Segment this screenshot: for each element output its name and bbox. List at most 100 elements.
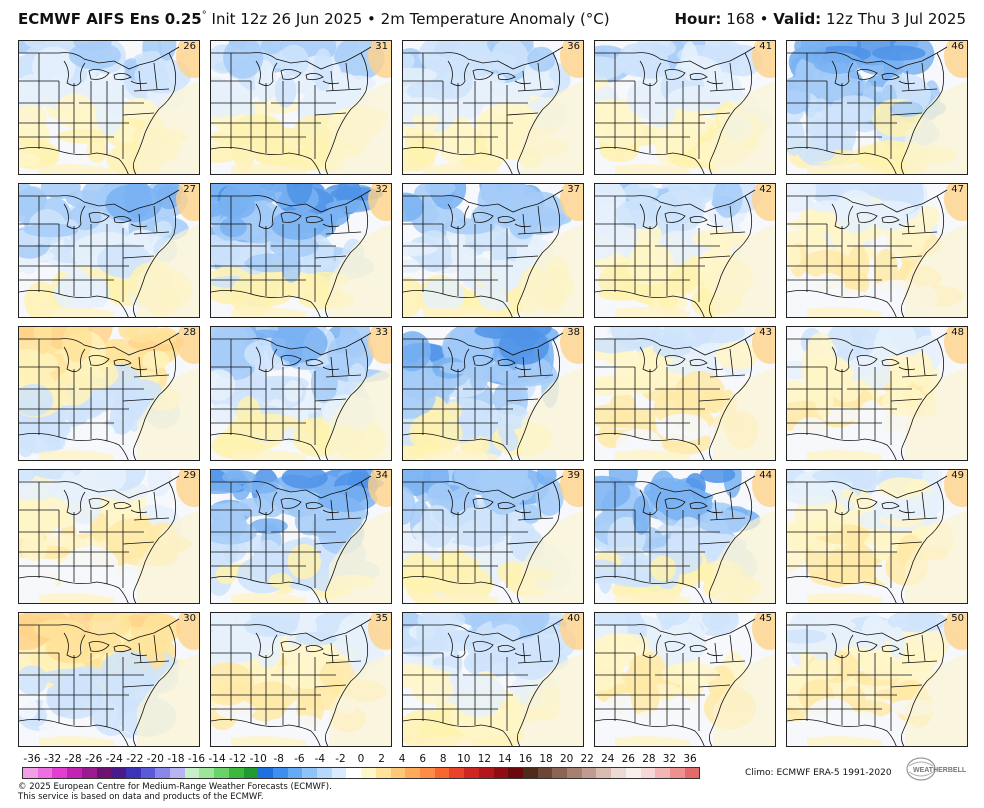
member-number: 27 bbox=[183, 184, 196, 195]
colorbar-tick-label: 16 bbox=[518, 753, 533, 765]
member-number: 29 bbox=[183, 470, 196, 481]
degree-sign: ° bbox=[201, 10, 207, 21]
colorbar-swatch bbox=[611, 768, 626, 778]
colorbar-swatch bbox=[287, 768, 303, 778]
colorbar-swatch bbox=[581, 768, 597, 778]
member-map bbox=[403, 184, 583, 317]
ensemble-member-panel: 41 bbox=[594, 40, 776, 175]
colorbar-labels: -36 -32 -28 -26 -24 -22 -20 -18 -16 -14 -12 -10 -8 -6… bbox=[18, 753, 708, 767]
ensemble-member-panel: 32 bbox=[210, 183, 392, 318]
member-number: 44 bbox=[759, 470, 772, 481]
colorbar-swatch bbox=[655, 768, 670, 778]
colorbar-tick-label: 4 bbox=[398, 753, 406, 765]
colorbar-swatch bbox=[375, 768, 391, 778]
colorbar-swatch bbox=[346, 768, 362, 778]
member-number: 41 bbox=[759, 41, 772, 52]
colorbar-tick-label: -16 bbox=[187, 753, 206, 765]
colorbar-tick-label: 18 bbox=[539, 753, 553, 765]
ensemble-member-panel: 48 bbox=[786, 326, 968, 461]
colorbar-swatch bbox=[478, 768, 494, 778]
colorbar-tick-label: 2 bbox=[378, 753, 385, 765]
footer-line-1: © 2025 European Centre for Medium-Range … bbox=[18, 782, 332, 792]
member-map bbox=[787, 184, 967, 317]
colorbar-swatch bbox=[361, 768, 376, 778]
map-title: ECMWF AIFS Ens 0.25° Init 12z 26 Jun 202… bbox=[18, 10, 610, 28]
ensemble-member-panel: 37 bbox=[402, 183, 584, 318]
colorbar-swatch bbox=[140, 768, 156, 778]
colorbar-swatch bbox=[390, 768, 406, 778]
valid-label: Valid: bbox=[773, 10, 822, 28]
ensemble-member-panel: 46 bbox=[786, 40, 968, 175]
colorbar-tick-label: 6 bbox=[419, 753, 427, 765]
member-map bbox=[19, 41, 199, 174]
member-map bbox=[403, 470, 583, 603]
member-number: 35 bbox=[375, 613, 388, 624]
member-number: 50 bbox=[951, 613, 964, 624]
colorbar-swatch bbox=[684, 768, 700, 778]
member-map bbox=[595, 470, 775, 603]
colorbar-swatch bbox=[464, 768, 479, 778]
member-number: 36 bbox=[567, 41, 580, 52]
colorbar-swatch bbox=[214, 768, 229, 778]
colorbar-swatch bbox=[317, 768, 332, 778]
member-number: 37 bbox=[567, 184, 580, 195]
member-number: 28 bbox=[183, 327, 196, 338]
member-map bbox=[211, 327, 391, 460]
colorbar-swatch bbox=[508, 768, 523, 778]
colorbar-tick-label: 0 bbox=[357, 753, 365, 765]
colorbar-swatch bbox=[243, 768, 259, 778]
colorbar-tick-label: -36 bbox=[23, 753, 41, 765]
member-number: 32 bbox=[375, 184, 388, 195]
colorbar-swatch bbox=[331, 768, 347, 778]
colorbar-swatch bbox=[155, 768, 171, 778]
ensemble-member-panel: 36 bbox=[402, 40, 584, 175]
member-map bbox=[787, 613, 967, 746]
ensemble-member-panel: 30 bbox=[18, 612, 200, 747]
member-map bbox=[19, 327, 199, 460]
colorbar bbox=[22, 767, 700, 779]
member-number: 31 bbox=[375, 41, 388, 52]
colorbar-swatch bbox=[625, 768, 641, 778]
colorbar-swatch bbox=[552, 768, 568, 778]
colorbar-tick-label: -14 bbox=[208, 753, 226, 765]
member-number: 46 bbox=[951, 41, 964, 52]
member-map bbox=[595, 184, 775, 317]
hour-label: Hour: bbox=[674, 10, 722, 28]
member-number: 26 bbox=[183, 41, 196, 52]
colorbar-tick-label: 22 bbox=[580, 753, 594, 765]
valid-value: 12z Thu 3 Jul 2025 bbox=[825, 10, 966, 28]
footer-line-2: This service is based on data and produc… bbox=[18, 792, 264, 802]
colorbar-tick-label: -8 bbox=[273, 753, 284, 765]
colorbar-tick-label: 36 bbox=[683, 753, 697, 765]
colorbar-tick-label: -22 bbox=[126, 753, 144, 765]
member-map bbox=[211, 470, 391, 603]
colorbar-swatch bbox=[67, 768, 82, 778]
ensemble-member-panel: 28 bbox=[18, 326, 200, 461]
ensemble-member-panel: 49 bbox=[786, 469, 968, 604]
colorbar-swatch bbox=[52, 768, 68, 778]
colorbar-swatch bbox=[434, 768, 450, 778]
colorbar-tick-label: -28 bbox=[64, 753, 82, 765]
colorbar-swatch bbox=[567, 768, 582, 778]
colorbar-tick-label: -20 bbox=[146, 753, 164, 765]
colorbar-swatch bbox=[184, 768, 200, 778]
colorbar-swatch bbox=[522, 768, 538, 778]
colorbar-tick-label: -18 bbox=[167, 753, 185, 765]
member-number: 49 bbox=[951, 470, 964, 481]
member-number: 48 bbox=[951, 327, 964, 338]
member-map bbox=[403, 613, 583, 746]
colorbar-tick-label: 14 bbox=[498, 753, 512, 765]
colorbar-swatch bbox=[449, 768, 465, 778]
title-bullet-2: • bbox=[759, 10, 769, 28]
member-map bbox=[595, 613, 775, 746]
member-map bbox=[211, 184, 391, 317]
member-map bbox=[403, 41, 583, 174]
member-map bbox=[787, 327, 967, 460]
colorbar-swatch bbox=[96, 768, 112, 778]
member-number: 42 bbox=[759, 184, 772, 195]
ensemble-panel-grid: 26 31 bbox=[18, 40, 968, 750]
colorbar-swatch bbox=[493, 768, 509, 778]
colorbar-tick-label: -6 bbox=[294, 753, 305, 765]
colorbar-tick-label: 26 bbox=[621, 753, 635, 765]
ensemble-member-panel: 44 bbox=[594, 469, 776, 604]
